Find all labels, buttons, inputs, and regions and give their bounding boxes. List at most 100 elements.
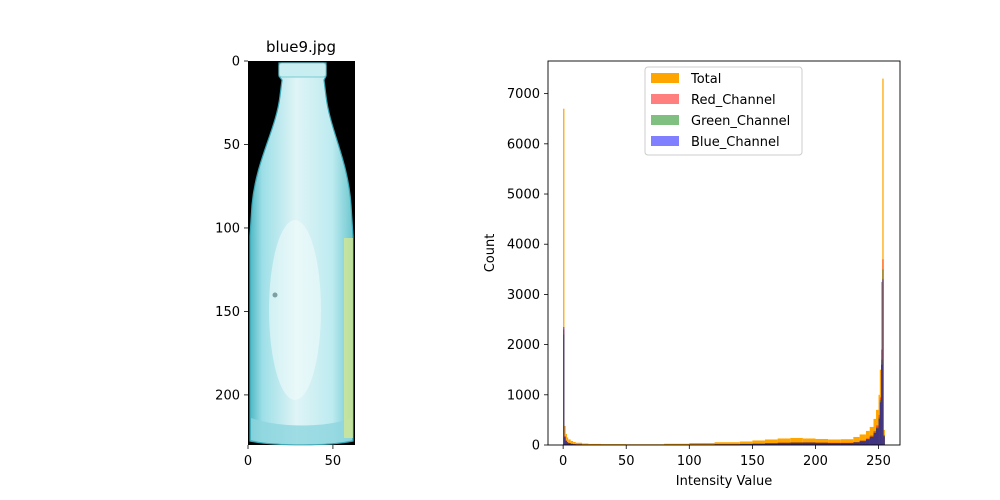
histogram-panel: 0 50 100 150 200 250 0 1000 2000 3000 4000 5000 6000… [483, 60, 901, 489]
histogram-bar [883, 436, 885, 445]
image-y-tick-label: 100 [215, 221, 240, 236]
histogram-bar [873, 432, 877, 445]
image-y-tick-label: 200 [215, 388, 240, 403]
histogram-frame [547, 60, 901, 446]
image-y-tick-label: 150 [215, 305, 240, 320]
histogram-ticks [544, 93, 879, 449]
histogram-bar [739, 441, 753, 445]
y-tick-label: 5000 [507, 188, 540, 203]
histogram-bar [840, 439, 854, 445]
histogram-bar [566, 442, 569, 445]
y-tick-label: 3000 [507, 288, 540, 303]
y-axis-label: Count [483, 234, 498, 273]
legend: Total Red_Channel Green_Channel Blue_Channe… [644, 66, 803, 156]
x-tick-label: 200 [803, 454, 828, 469]
histogram-bar [828, 439, 841, 445]
histogram-bar [828, 443, 841, 445]
x-tick-label: 250 [866, 454, 891, 469]
histogram-bar [568, 443, 571, 445]
histogram-bar [853, 442, 860, 445]
histogram-bar [840, 443, 854, 445]
bottle-neck-ring [278, 62, 327, 78]
histogram-bar [765, 439, 778, 445]
image-axes [244, 60, 334, 449]
histogram-bar [815, 438, 829, 445]
histogram-bar [565, 440, 567, 445]
x-tick-label: 150 [740, 454, 765, 469]
histogram-bar [865, 439, 870, 445]
image-tick-labels: 0 50 0 50 100 150 200 [215, 55, 341, 470]
bottle-base [251, 418, 352, 445]
legend-swatch [651, 115, 679, 125]
histogram-bar [689, 442, 715, 445]
histogram-bar [815, 442, 829, 445]
x-tick-label: 50 [618, 454, 635, 469]
histogram-bar [865, 430, 870, 445]
histogram-bars [563, 78, 885, 445]
histogram-bar [879, 402, 882, 445]
x-tick-label: 0 [559, 454, 567, 469]
image-title: blue9.jpg [266, 38, 336, 56]
histogram-bar [565, 433, 567, 445]
histogram-bar [600, 444, 627, 445]
histogram-bar [563, 108, 565, 445]
histogram-bar [777, 438, 791, 445]
legend-swatch [651, 73, 679, 83]
histogram-bar [564, 425, 566, 445]
histogram-bar [566, 437, 569, 445]
histogram-bar [878, 418, 880, 445]
legend-swatch [651, 94, 679, 104]
bottle-label-strip [344, 238, 353, 438]
image-y-tick-label: 50 [223, 138, 240, 153]
histogram-bar [853, 436, 860, 445]
histogram-bar [573, 441, 576, 445]
histogram-bar [802, 438, 816, 445]
histogram-bar [869, 436, 874, 445]
histogram-bar [752, 440, 766, 445]
legend-swatch [651, 136, 679, 146]
histogram-bar [790, 442, 803, 445]
histogram-bar [564, 436, 566, 445]
histogram-bar [570, 440, 574, 445]
histogram-bar [859, 441, 866, 445]
x-axis-label: Intensity Value [676, 474, 772, 489]
bottle-spot [272, 292, 278, 298]
histogram-bar [882, 279, 884, 445]
y-tick-label: 7000 [507, 87, 540, 102]
histogram-bar [859, 434, 866, 445]
legend-label: Blue_Channel [691, 135, 780, 150]
histogram-bar [765, 443, 778, 445]
y-tick-label: 6000 [507, 137, 540, 152]
legend-label: Green_Channel [691, 114, 790, 129]
image-panel: blue9.jpg 0 50 0 50 100 150 200 [215, 38, 355, 469]
y-tick-label: 4000 [507, 238, 540, 253]
bottle-highlight [269, 220, 321, 400]
histogram-bar [582, 443, 589, 445]
histogram-bar [588, 443, 601, 445]
histogram-tick-labels: 0 50 100 150 200 250 0 1000 2000 3000 4000 5000 6000… [507, 87, 891, 469]
bottle-image [249, 62, 354, 446]
histogram-bar [752, 443, 766, 445]
histogram-bar [575, 442, 583, 445]
x-tick-label: 100 [677, 454, 702, 469]
image-y-tick-label: 0 [232, 55, 240, 70]
histogram-bar [777, 443, 791, 445]
histogram-bar [802, 442, 816, 445]
legend-label: Total [690, 72, 721, 87]
y-tick-label: 0 [532, 439, 540, 454]
histogram-bar [876, 428, 879, 445]
histogram-bar [739, 444, 753, 445]
histogram-bar [568, 439, 571, 445]
image-x-tick-label: 50 [325, 454, 342, 469]
histogram-bar [563, 327, 565, 445]
histogram-bar [714, 442, 740, 445]
y-tick-label: 2000 [507, 338, 540, 353]
histogram-bar [664, 443, 690, 445]
legend-box [644, 66, 803, 156]
legend-label: Red_Channel [691, 93, 776, 108]
histogram-bar [881, 364, 883, 445]
histogram-bar [570, 443, 574, 445]
y-tick-label: 1000 [507, 388, 540, 403]
image-x-tick-label: 0 [244, 454, 252, 469]
